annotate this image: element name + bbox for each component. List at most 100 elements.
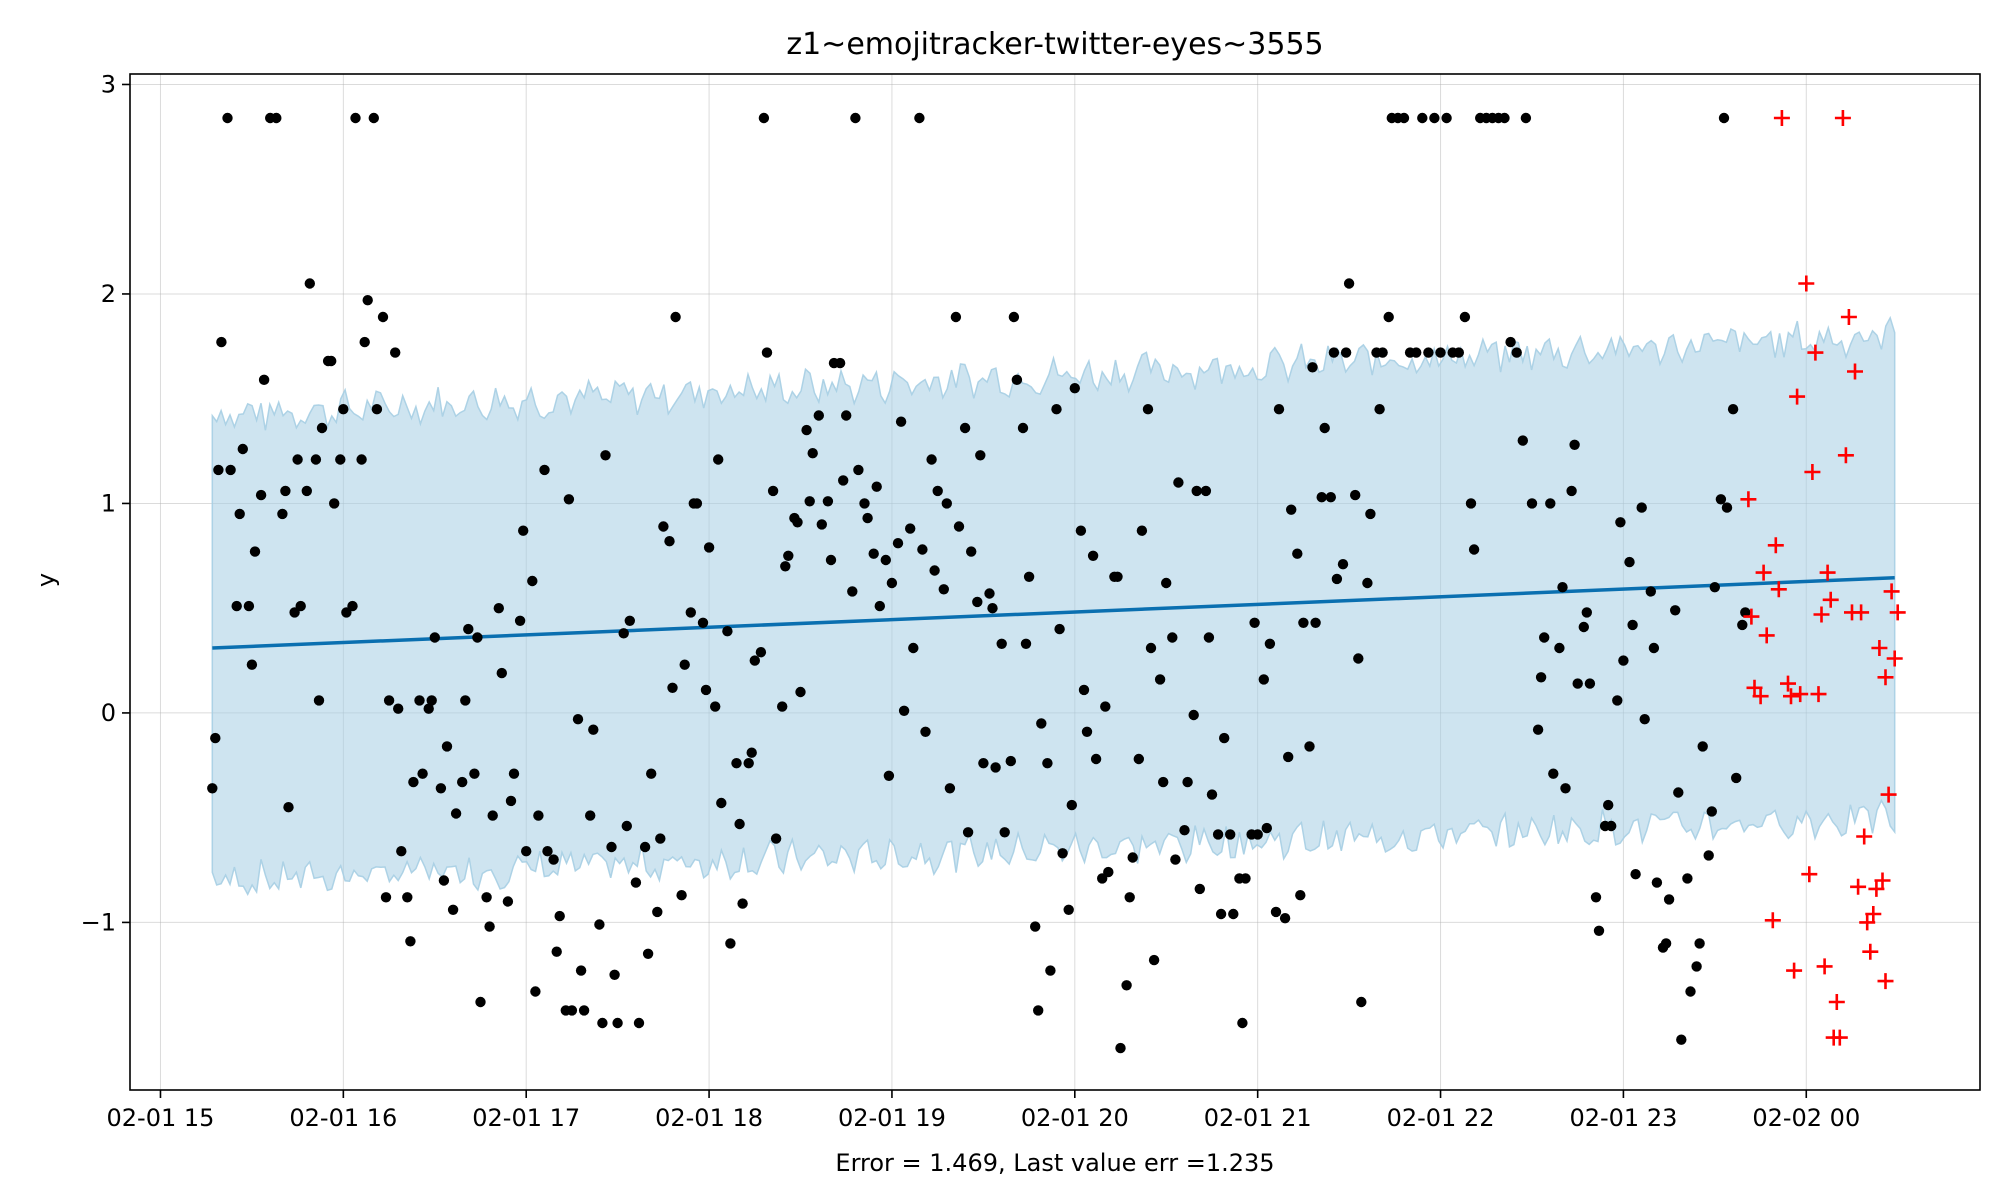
- future-point: [1834, 110, 1851, 126]
- observed-point: [743, 758, 754, 769]
- observed-point: [1685, 986, 1696, 997]
- observed-point: [1423, 347, 1434, 358]
- future-point: [1770, 581, 1787, 598]
- x-tick-label: 02-01 17: [472, 1104, 580, 1132]
- observed-point: [652, 906, 663, 918]
- observed-point: [892, 538, 904, 549]
- observed-point: [1740, 607, 1751, 618]
- future-point: [1743, 608, 1760, 625]
- observed-point: [493, 603, 504, 614]
- observed-point: [932, 485, 943, 497]
- observed-point: [594, 919, 605, 930]
- future-point: [1868, 880, 1885, 897]
- observed-point: [713, 454, 724, 465]
- observed-point: [1517, 435, 1529, 446]
- future-point: [1752, 688, 1769, 705]
- observed-point: [1618, 655, 1629, 666]
- x-tick-label: 02-01 21: [1204, 1104, 1312, 1132]
- observed-point: [941, 498, 952, 509]
- observed-point: [301, 485, 312, 497]
- y-tick-label: 1: [101, 489, 116, 517]
- future-point: [1828, 994, 1845, 1010]
- observed-point: [1663, 894, 1675, 905]
- observed-point: [987, 603, 998, 614]
- observed-point: [481, 892, 492, 903]
- observed-point: [1328, 347, 1340, 358]
- observed-point: [679, 659, 690, 670]
- observed-point: [1045, 965, 1056, 976]
- future-point: [1780, 675, 1796, 692]
- future-point: [1840, 309, 1857, 325]
- observed-point: [216, 336, 227, 348]
- observed-point: [816, 519, 827, 530]
- observed-point: [426, 695, 437, 706]
- observed-point: [350, 112, 361, 124]
- plot-area-frame: [129, 73, 1981, 1091]
- observed-point: [731, 758, 742, 769]
- y-tick-label: 2: [101, 280, 116, 308]
- future-point: [1786, 962, 1803, 979]
- future-point: [1792, 686, 1809, 703]
- observed-point: [533, 810, 544, 821]
- observed-point: [1557, 582, 1568, 593]
- observed-point: [566, 1005, 578, 1016]
- observed-point: [1398, 112, 1410, 124]
- observed-point: [1017, 422, 1029, 434]
- observed-point: [597, 1017, 608, 1029]
- observed-point: [1639, 714, 1650, 725]
- future-point: [1880, 786, 1897, 803]
- observed-point: [1362, 577, 1373, 589]
- observed-point: [926, 454, 937, 465]
- future-point: [1856, 828, 1873, 845]
- observed-point: [1005, 755, 1016, 767]
- observed-point: [1572, 678, 1583, 689]
- observed-point: [716, 797, 727, 809]
- observed-point: [1499, 112, 1510, 124]
- observed-point: [283, 802, 294, 813]
- observed-point: [996, 638, 1007, 649]
- observed-point: [929, 565, 940, 576]
- observed-point: [463, 623, 474, 635]
- observed-point: [1435, 347, 1446, 358]
- observed-point: [1603, 799, 1614, 811]
- observed-point: [1356, 996, 1367, 1008]
- future-point: [1816, 958, 1833, 975]
- observed-point: [841, 410, 852, 421]
- observed-point: [633, 1017, 645, 1029]
- observed-point: [1612, 695, 1623, 706]
- observed-point: [313, 695, 325, 706]
- observed-point: [886, 577, 898, 589]
- observed-point: [475, 996, 486, 1008]
- observed-point: [1008, 311, 1020, 323]
- observed-point: [1682, 873, 1693, 884]
- observed-point: [551, 946, 562, 957]
- observed-point: [1505, 336, 1516, 348]
- y-axis: −1 0 1 2 3: [81, 70, 130, 936]
- observed-point: [441, 741, 453, 752]
- observed-point: [658, 521, 669, 532]
- x-tick-label: 02-02 00: [1752, 1104, 1860, 1132]
- observed-point: [1066, 799, 1078, 811]
- observed-point: [1136, 525, 1148, 536]
- observed-point: [1584, 678, 1596, 689]
- observed-point: [1453, 347, 1465, 358]
- observed-point: [1054, 623, 1065, 635]
- observed-point: [1316, 492, 1327, 503]
- observed-point: [484, 921, 495, 932]
- observed-point: [1225, 829, 1236, 840]
- observed-point: [338, 404, 349, 415]
- observed-point: [292, 454, 303, 465]
- observed-point: [609, 969, 620, 980]
- observed-point: [1590, 892, 1602, 903]
- uncertainty-band: [211, 315, 1896, 896]
- future-point: [1813, 606, 1830, 623]
- observed-point: [1377, 347, 1388, 358]
- observed-point: [280, 485, 291, 497]
- observed-point: [664, 536, 675, 547]
- observed-point: [1715, 494, 1727, 505]
- observed-point: [612, 1017, 623, 1029]
- observed-point: [1459, 311, 1471, 323]
- observed-point: [990, 762, 1001, 773]
- observed-point: [1554, 642, 1565, 654]
- observed-point: [618, 628, 629, 639]
